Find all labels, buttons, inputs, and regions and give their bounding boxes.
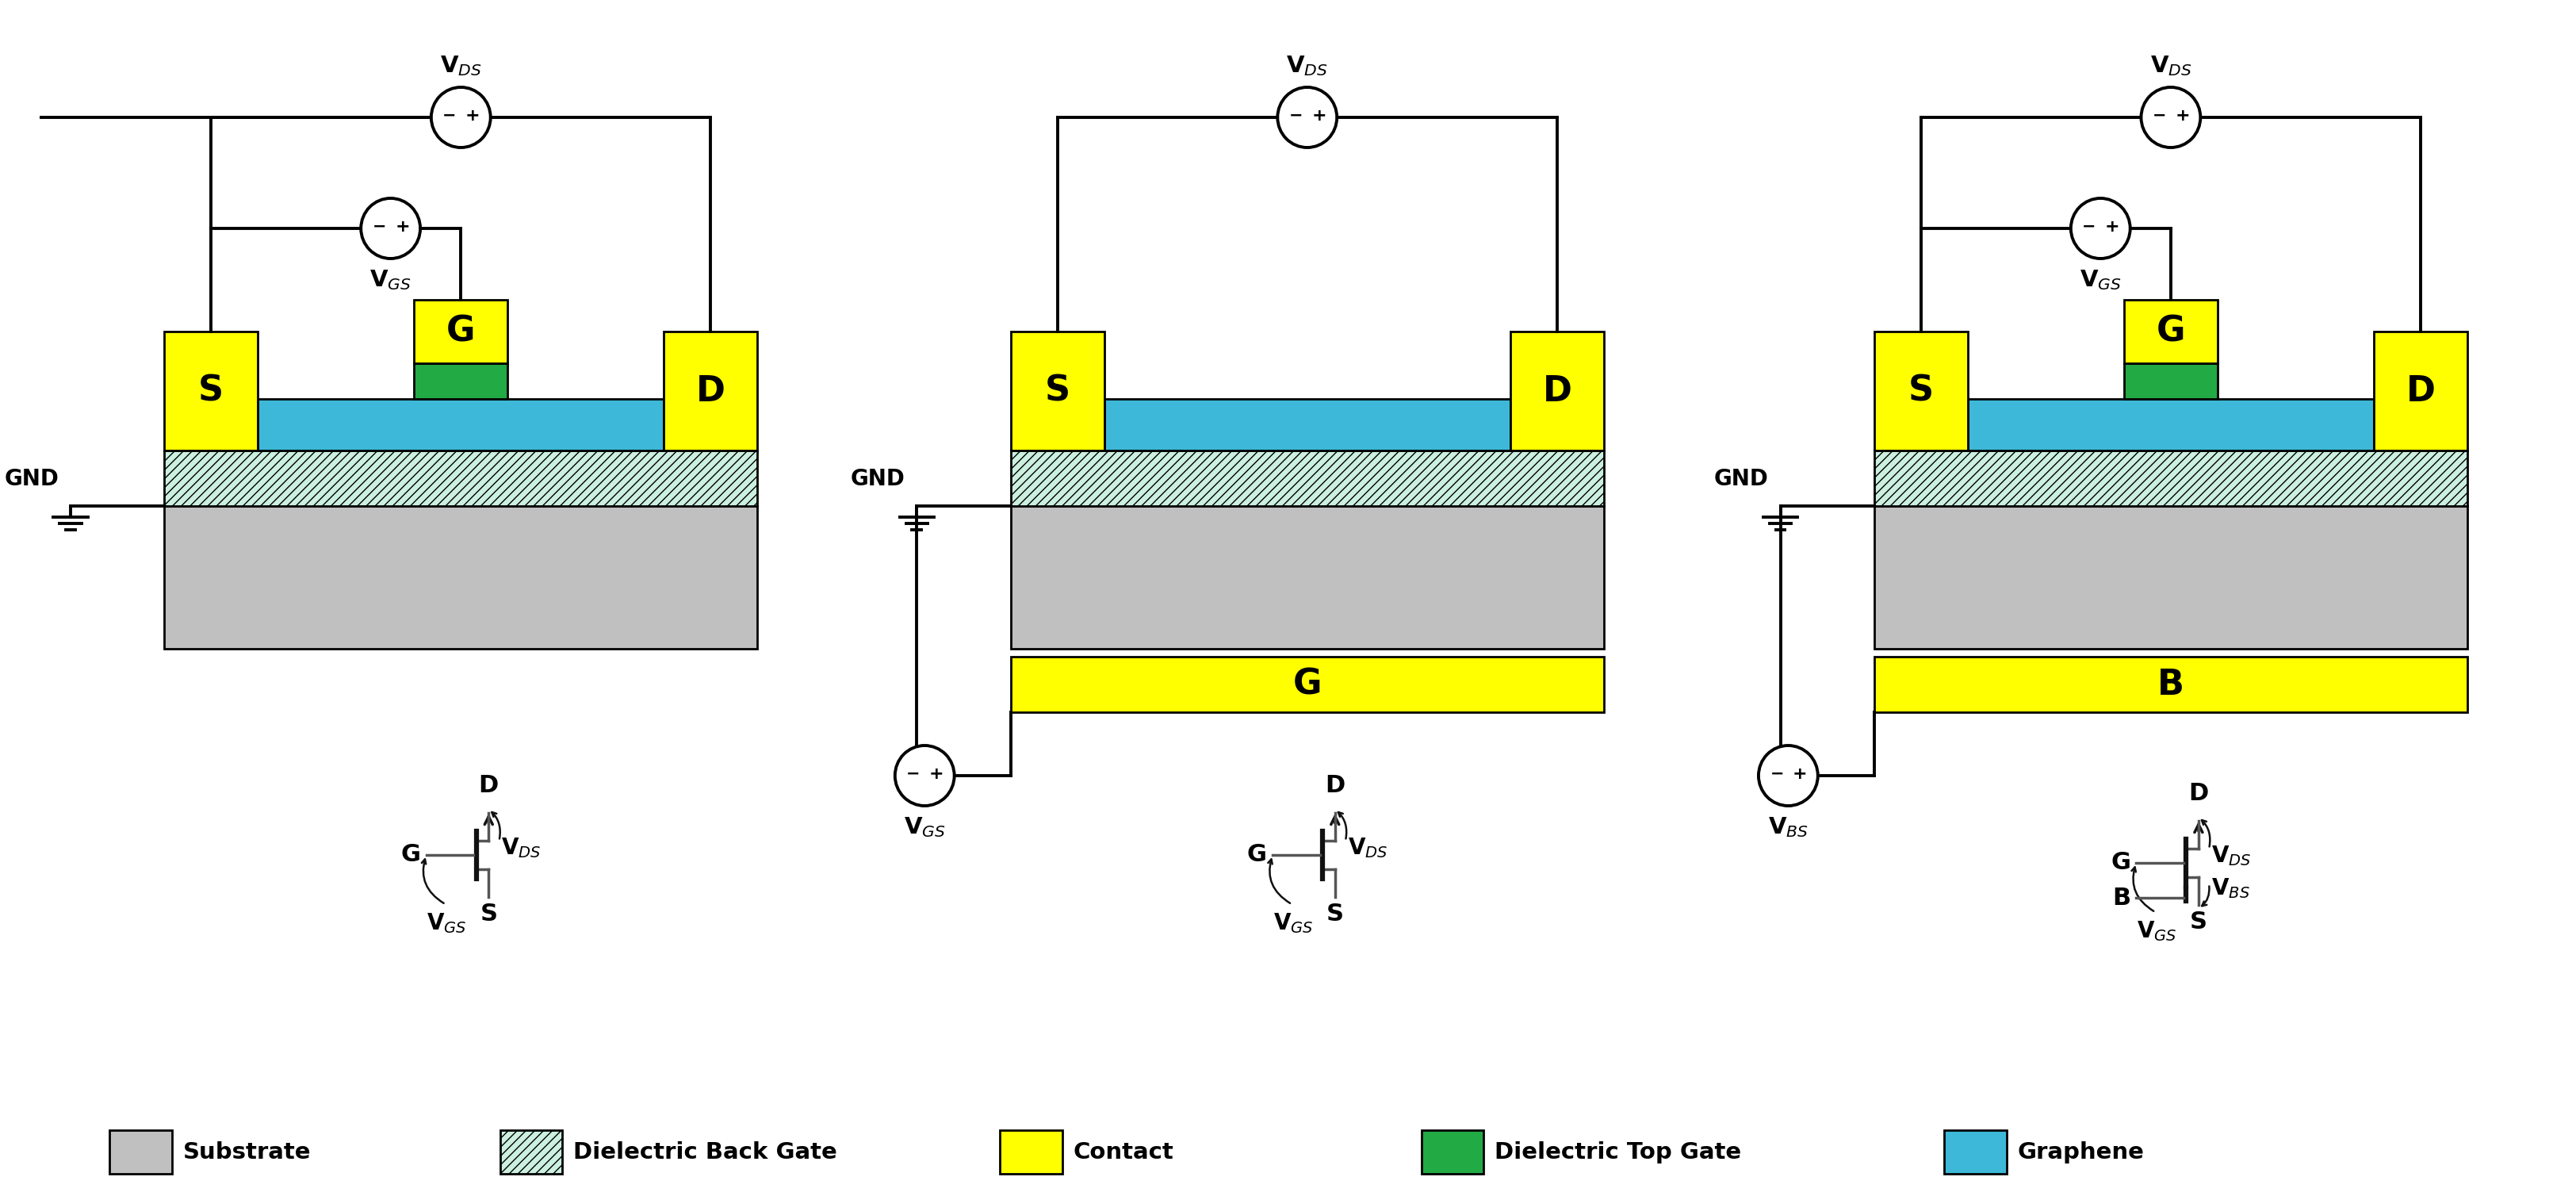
Text: S: S	[1046, 374, 1069, 408]
Text: +: +	[1793, 767, 1808, 782]
Text: +: +	[2174, 108, 2190, 123]
Bar	[1010, 331, 1105, 451]
Text: −: −	[1770, 767, 1783, 782]
Bar	[1010, 506, 1605, 648]
Text: V$_{DS}$: V$_{DS}$	[2151, 54, 2192, 78]
Text: S: S	[198, 374, 224, 408]
Circle shape	[2071, 199, 2130, 258]
Bar	[1875, 331, 1968, 451]
Bar	[165, 506, 757, 648]
Bar	[1945, 1130, 2007, 1173]
Text: Dielectric Back Gate: Dielectric Back Gate	[574, 1141, 837, 1164]
Text: G: G	[446, 315, 477, 348]
Bar	[1010, 657, 1605, 712]
Text: V$_{DS}$: V$_{DS}$	[502, 836, 541, 860]
Circle shape	[361, 199, 420, 258]
Text: V$_{BS}$: V$_{BS}$	[1767, 816, 1808, 838]
Text: V$_{GS}$: V$_{GS}$	[2138, 920, 2177, 942]
Bar	[1968, 399, 2372, 451]
Text: D: D	[1324, 774, 1345, 798]
Text: V$_{BS}$: V$_{BS}$	[2210, 877, 2249, 901]
Circle shape	[430, 87, 489, 147]
Circle shape	[894, 745, 953, 806]
Text: +: +	[930, 767, 943, 782]
Bar	[500, 1130, 562, 1173]
Text: −: −	[2154, 108, 2166, 123]
Bar	[1422, 1130, 1484, 1173]
Text: V$_{DS}$: V$_{DS}$	[440, 54, 482, 78]
Bar	[1510, 331, 1605, 451]
Bar	[2125, 364, 2218, 399]
Bar	[258, 399, 665, 451]
Text: S: S	[1909, 374, 1935, 408]
Bar	[415, 364, 507, 399]
Text: −: −	[443, 108, 456, 123]
Text: G: G	[1293, 667, 1321, 702]
Text: G: G	[2110, 852, 2130, 874]
Text: GND: GND	[850, 468, 904, 490]
Text: V$_{GS}$: V$_{GS}$	[904, 816, 945, 838]
Text: −: −	[1288, 108, 1303, 123]
Text: V$_{DS}$: V$_{DS}$	[2210, 844, 2251, 867]
Text: −: −	[907, 767, 920, 782]
Text: V$_{GS}$: V$_{GS}$	[2079, 268, 2123, 292]
Text: G: G	[1247, 843, 1267, 866]
Text: S: S	[479, 903, 497, 926]
Bar	[2125, 300, 2218, 364]
Text: G: G	[402, 843, 420, 866]
Text: Dielectric Top Gate: Dielectric Top Gate	[1494, 1141, 1741, 1164]
Text: B: B	[2156, 667, 2184, 702]
Bar	[165, 331, 258, 451]
Bar	[1875, 451, 2468, 506]
Text: B: B	[2112, 886, 2130, 910]
Text: GND: GND	[1713, 468, 1770, 490]
Text: V$_{DS}$: V$_{DS}$	[1285, 54, 1329, 78]
Bar	[1875, 506, 2468, 648]
Text: V$_{GS}$: V$_{GS}$	[368, 268, 412, 292]
Bar	[165, 451, 757, 506]
Text: V$_{DS}$: V$_{DS}$	[1347, 836, 1388, 860]
Text: +: +	[1311, 108, 1327, 123]
Bar	[999, 1130, 1061, 1173]
Text: +: +	[2105, 219, 2120, 234]
Text: Substrate: Substrate	[183, 1141, 312, 1164]
Circle shape	[1759, 745, 1819, 806]
Bar	[665, 331, 757, 451]
Bar	[415, 300, 507, 364]
Text: G: G	[2156, 315, 2184, 348]
Text: D: D	[2190, 782, 2208, 805]
Text: D: D	[696, 374, 726, 408]
Text: D: D	[479, 774, 500, 798]
Bar	[1875, 657, 2468, 712]
Text: V$_{GS}$: V$_{GS}$	[428, 911, 466, 935]
Text: Graphene: Graphene	[2017, 1141, 2143, 1164]
Bar	[1105, 399, 1510, 451]
Circle shape	[1278, 87, 1337, 147]
Text: GND: GND	[5, 468, 59, 490]
Text: Contact: Contact	[1074, 1141, 1175, 1164]
Bar	[2372, 331, 2468, 451]
Text: D: D	[1543, 374, 1571, 408]
Circle shape	[2141, 87, 2200, 147]
Text: +: +	[394, 219, 410, 234]
Text: V$_{GS}$: V$_{GS}$	[1273, 911, 1314, 935]
Text: +: +	[466, 108, 479, 123]
Bar	[111, 1130, 173, 1173]
Text: S: S	[2190, 911, 2208, 934]
Text: D: D	[2406, 374, 2434, 408]
Text: −: −	[374, 219, 386, 234]
Bar	[1010, 451, 1605, 506]
Text: −: −	[2081, 219, 2097, 234]
Text: S: S	[1327, 903, 1345, 926]
